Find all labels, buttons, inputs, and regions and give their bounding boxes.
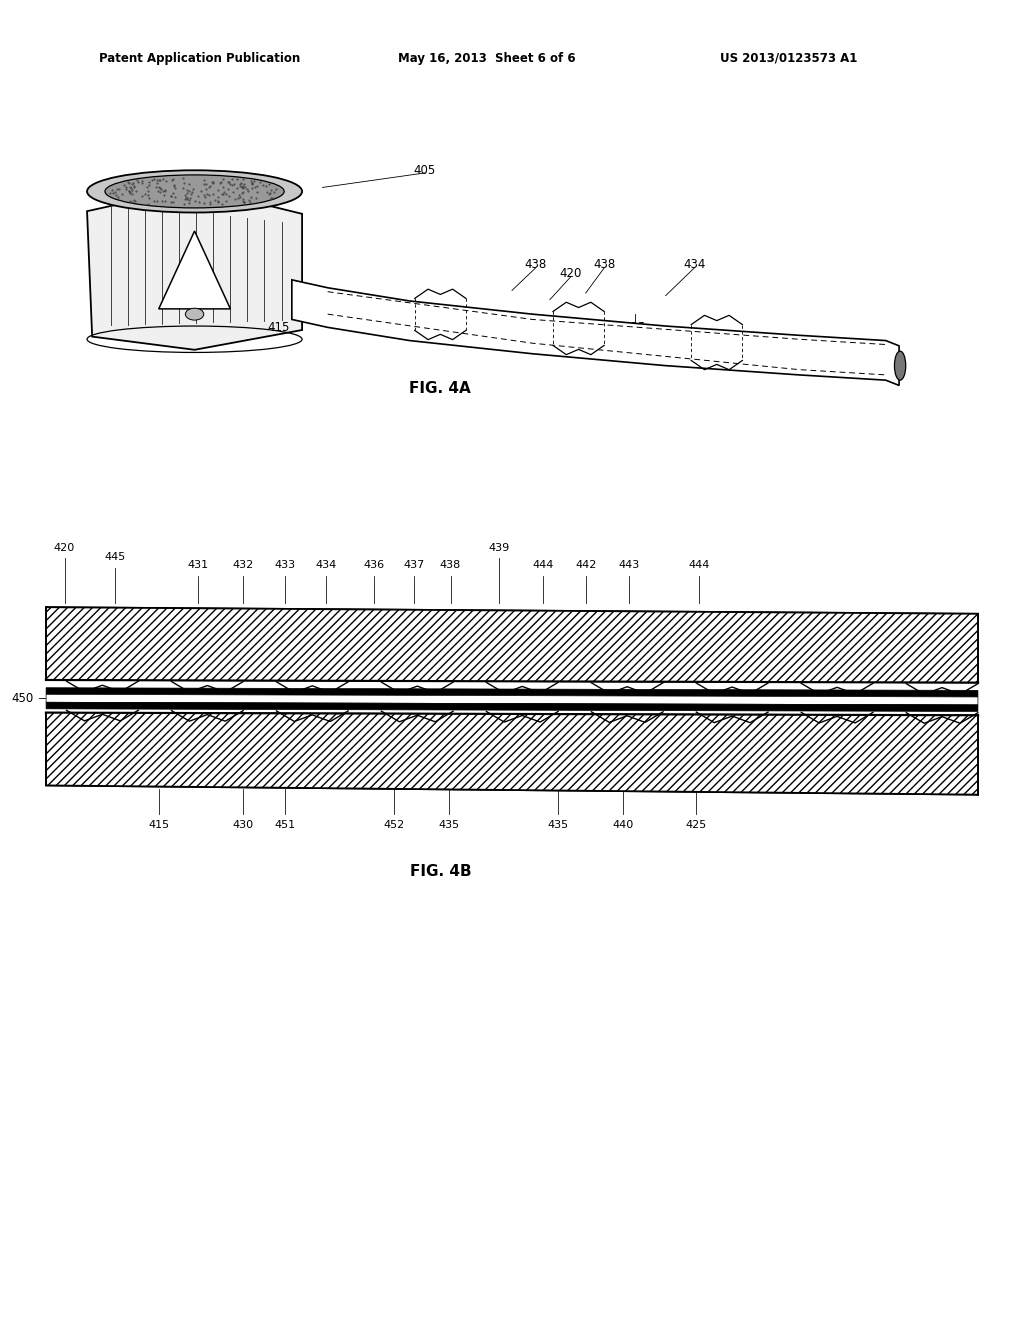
Text: 436: 436 — [364, 560, 384, 570]
Text: 435: 435 — [434, 321, 457, 334]
Polygon shape — [46, 702, 978, 711]
Text: 445: 445 — [104, 552, 125, 562]
Text: FIG. 4A: FIG. 4A — [410, 380, 471, 396]
Text: 438: 438 — [440, 560, 461, 570]
Text: 439: 439 — [488, 543, 509, 553]
Text: 430: 430 — [355, 321, 378, 334]
Polygon shape — [87, 187, 302, 350]
Text: 415: 415 — [267, 321, 290, 334]
Text: 450: 450 — [11, 692, 34, 705]
Ellipse shape — [895, 351, 905, 380]
Text: 415: 415 — [148, 820, 169, 830]
Text: 434: 434 — [683, 257, 706, 271]
Text: 420: 420 — [559, 267, 582, 280]
Text: 438: 438 — [524, 257, 547, 271]
Ellipse shape — [87, 170, 302, 213]
Text: 435: 435 — [438, 820, 459, 830]
Text: 433: 433 — [274, 560, 295, 570]
Polygon shape — [46, 694, 978, 705]
Text: FIG. 4B: FIG. 4B — [410, 863, 471, 879]
Polygon shape — [292, 280, 899, 385]
Text: 444: 444 — [689, 560, 710, 570]
Text: 435: 435 — [548, 820, 568, 830]
Text: May 16, 2013  Sheet 6 of 6: May 16, 2013 Sheet 6 of 6 — [397, 51, 575, 65]
Text: 442: 442 — [575, 560, 596, 570]
Text: 434: 434 — [315, 560, 336, 570]
Text: 443: 443 — [618, 560, 639, 570]
Text: 425: 425 — [686, 820, 707, 830]
Text: US 2013/0123573 A1: US 2013/0123573 A1 — [720, 51, 857, 65]
Text: 444: 444 — [532, 560, 553, 570]
Text: 430: 430 — [232, 820, 253, 830]
Polygon shape — [46, 607, 978, 682]
Text: 451: 451 — [274, 820, 295, 830]
Text: 438: 438 — [593, 257, 615, 271]
Text: 405: 405 — [414, 164, 436, 177]
Text: 420: 420 — [54, 543, 75, 553]
Polygon shape — [159, 231, 230, 309]
Polygon shape — [46, 713, 978, 795]
Text: 425: 425 — [624, 321, 646, 334]
Ellipse shape — [185, 308, 204, 321]
Text: Patent Application Publication: Patent Application Publication — [99, 51, 300, 65]
Polygon shape — [46, 688, 978, 697]
Text: 452: 452 — [384, 820, 404, 830]
Text: 440: 440 — [521, 321, 544, 334]
Text: 440: 440 — [612, 820, 633, 830]
Text: 437: 437 — [403, 560, 424, 570]
Text: 431: 431 — [187, 560, 208, 570]
Text: 432: 432 — [232, 560, 253, 570]
Ellipse shape — [105, 176, 284, 209]
